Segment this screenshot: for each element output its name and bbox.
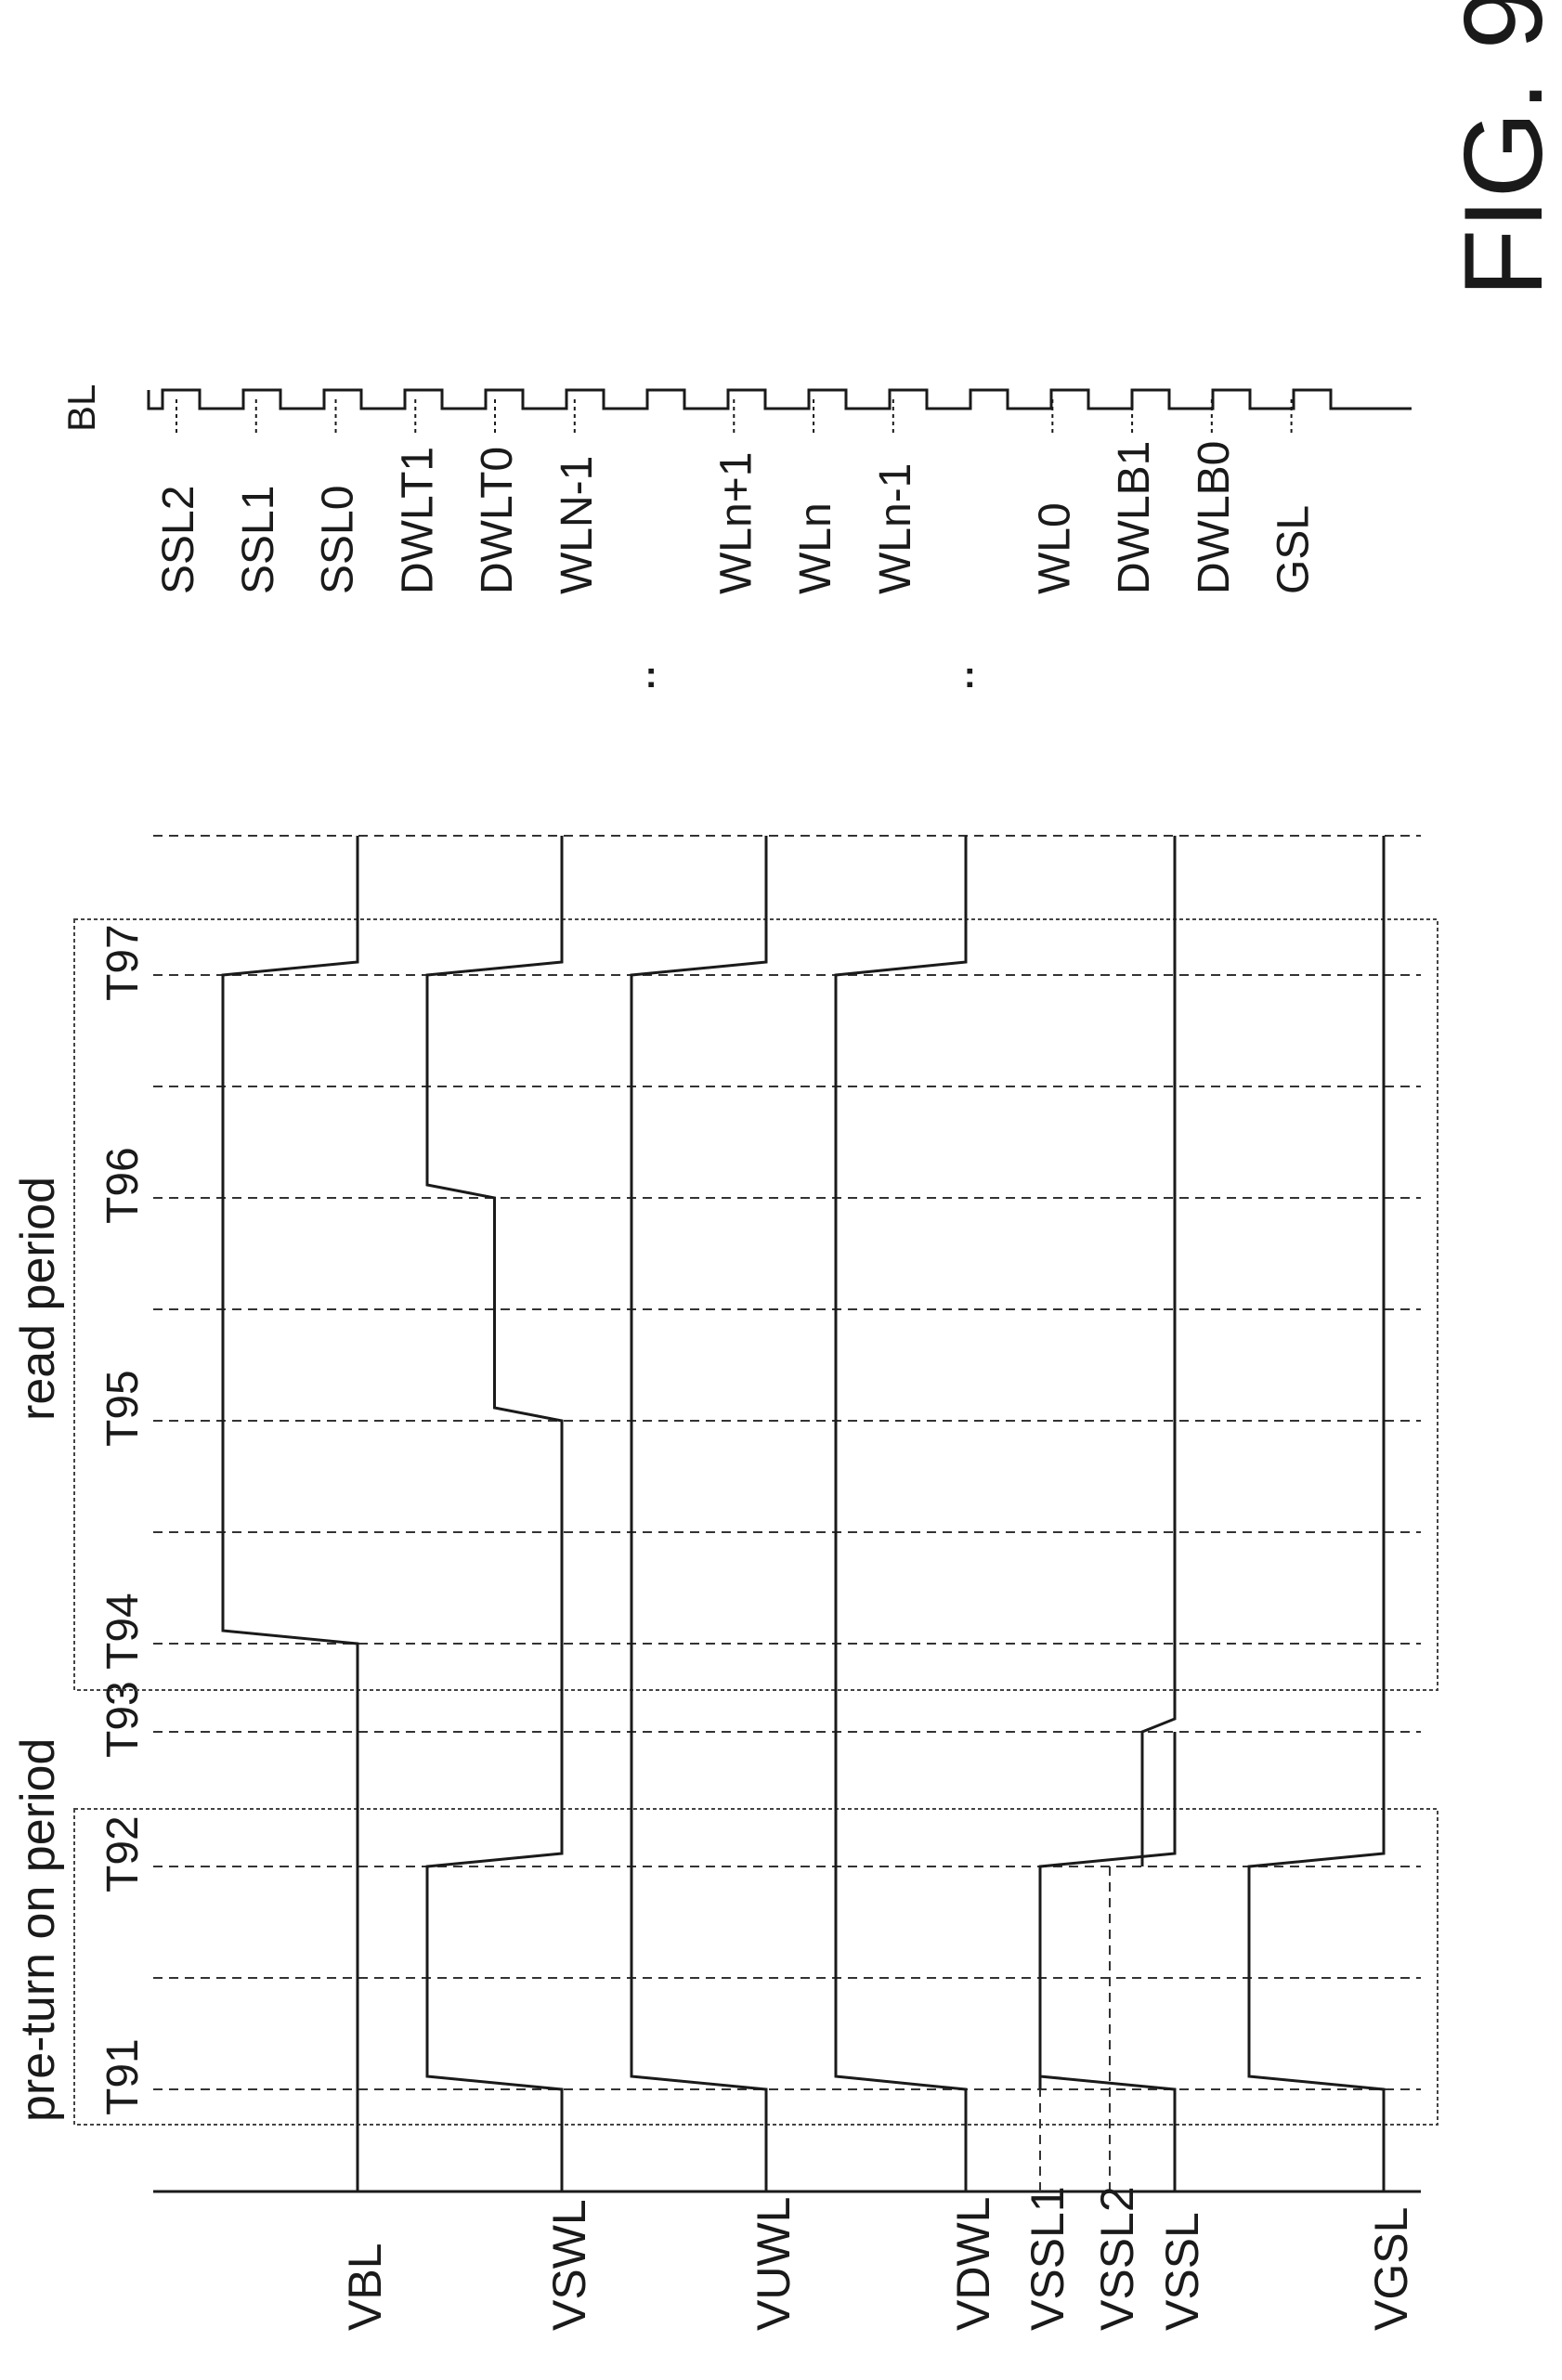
waveform-vssl1	[1038, 1732, 1177, 2089]
node-label-dwlb0: DWLB0	[1190, 441, 1239, 594]
signal-label-vuwl: VUWL	[748, 2197, 800, 2331]
node-ellipsis: :	[645, 655, 657, 696]
time-label-t93: T93	[98, 1681, 148, 1758]
node-label-wln-1: WLn-1	[871, 463, 920, 594]
time-label-t96: T96	[98, 1147, 148, 1224]
signal-label-vbl: VBL	[339, 2243, 391, 2331]
node-label-gsl: GSL	[1269, 505, 1319, 594]
waveform-vuwl	[630, 836, 768, 2191]
signal-label-vdwl: VDWL	[947, 2197, 999, 2331]
node-label-dwlt1: DWLT1	[393, 447, 442, 594]
time-label-t95: T95	[98, 1370, 148, 1447]
read-period-label: read period	[11, 1177, 65, 1421]
period-boxes: pre-turn on period read period	[11, 918, 1438, 2126]
waveform-vgsl	[1247, 836, 1386, 2191]
signal-label-vssl1: VSSL1	[1022, 2186, 1074, 2331]
string-schematic: BL SSL2 SSL1 SSL0 DWLT1 DWLT0 WLN-1: WLn+1 WLn W…	[59, 384, 1412, 696]
waveform-vbl	[221, 836, 359, 2191]
bitline	[147, 388, 1412, 410]
waveform-vdwl	[834, 836, 968, 2191]
read-period-box	[73, 918, 1438, 1691]
node-ellipsis: :	[964, 655, 976, 696]
time-label-t94: T94	[98, 1593, 148, 1670]
node-label-ssl0: SSL0	[314, 486, 363, 594]
signal-label-vgsl: VGSL	[1365, 2207, 1417, 2331]
waveform-vswl	[425, 836, 564, 2191]
pre-turn-on-period-label: pre-turn on period	[11, 1738, 65, 2122]
signal-labels: VBL VSWL VUWL VDWL VSSL1 VSSL2 VSSL VGSL	[339, 2186, 1417, 2331]
signal-label-vswl: VSWL	[543, 2199, 595, 2331]
pre-turn-on-period-box	[73, 1808, 1438, 2126]
time-label-t92: T92	[98, 1815, 148, 1892]
node-label-wln+1: WLn+1	[711, 452, 761, 594]
grid-lines	[153, 835, 1421, 2193]
time-grid: T91 T92 T93 T94 T95 T96 T97	[98, 835, 1421, 2193]
node-label-wln: WLn	[791, 502, 840, 594]
figure-label: FIG. 9	[1441, 0, 1562, 297]
node-label-ssl2: SSL2	[154, 486, 203, 594]
node-label-ssl1: SSL1	[234, 486, 283, 594]
signal-label-vssl2: VSSL2	[1091, 2186, 1143, 2331]
time-label-t97: T97	[98, 924, 148, 1001]
signal-waveforms	[221, 836, 1386, 2191]
node-label-wl0: WL0	[1030, 502, 1079, 594]
node-label-dwlb1: DWLB1	[1110, 441, 1159, 594]
waveform-vssl-pre	[1038, 1866, 1177, 2191]
node-labels: SSL2 SSL1 SSL0 DWLT1 DWLT0 WLN-1: WLn+1 WLn WLn-…	[154, 399, 1319, 696]
waveform-vssl2	[1140, 836, 1177, 1866]
time-label-t91: T91	[98, 2038, 148, 2115]
time-labels: T91 T92 T93 T94 T95 T96 T97	[98, 924, 148, 2115]
node-label-dwlt0: DWLT0	[473, 447, 522, 594]
bl-label: BL	[59, 384, 103, 432]
signal-label-vssl: VSSL	[1156, 2212, 1208, 2331]
node-label-wln-1: WLN-1	[553, 456, 602, 594]
